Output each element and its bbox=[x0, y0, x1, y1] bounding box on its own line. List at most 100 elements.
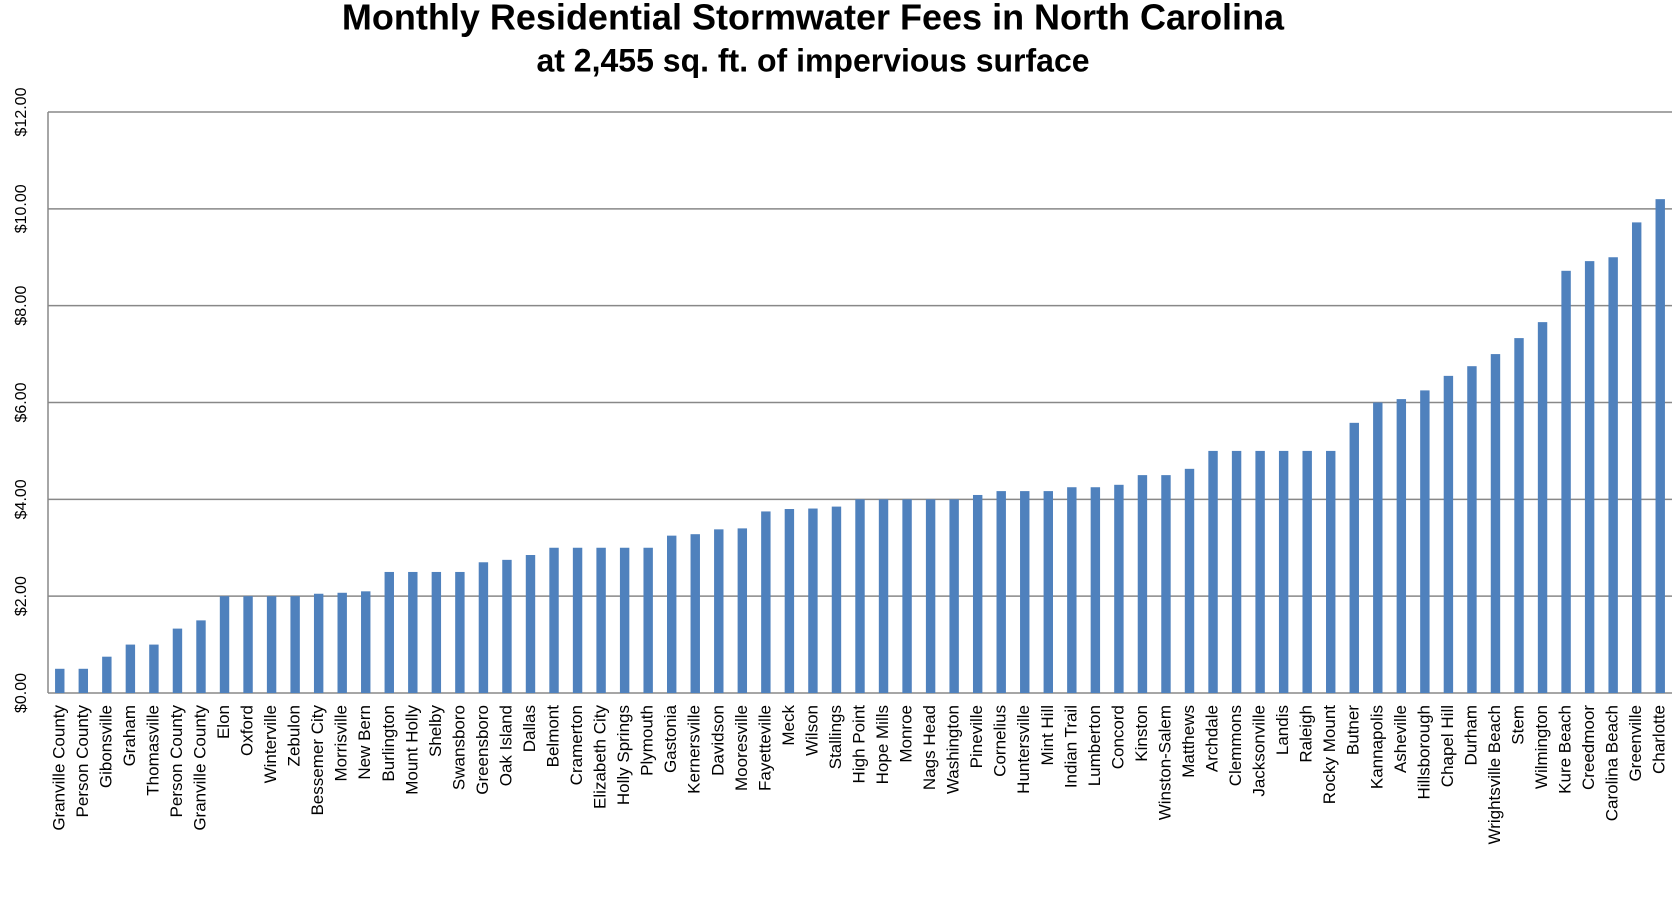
bar bbox=[1584, 261, 1595, 693]
bar bbox=[102, 656, 112, 693]
x-tick-label: Durham bbox=[1461, 705, 1480, 765]
x-tick-label: Zebulon bbox=[285, 705, 304, 766]
x-tick-label: Cornelius bbox=[991, 705, 1010, 777]
x-tick-label: Swansboro bbox=[449, 705, 468, 790]
x-tick-label: Raleigh bbox=[1297, 705, 1316, 763]
x-tick-label: Oxford bbox=[238, 705, 257, 756]
bar bbox=[949, 499, 959, 693]
bar bbox=[808, 508, 818, 693]
x-tick-label: Kure Beach bbox=[1556, 705, 1575, 794]
bar bbox=[572, 547, 583, 693]
bar bbox=[313, 593, 324, 693]
bar bbox=[690, 534, 700, 693]
x-tick-label: Winston-Salem bbox=[1155, 705, 1174, 820]
x-tick-label: Jacksonville bbox=[1250, 705, 1269, 797]
x-tick-label: Greensboro bbox=[473, 705, 492, 795]
bar bbox=[525, 555, 536, 693]
x-tick-label: Creedmoor bbox=[1579, 705, 1598, 790]
bar bbox=[1255, 450, 1265, 693]
x-tick-label: Monroe bbox=[897, 705, 916, 763]
bar bbox=[1043, 491, 1053, 693]
y-tick-label: $12.00 bbox=[13, 87, 30, 136]
bar bbox=[290, 596, 300, 693]
bar bbox=[1326, 450, 1336, 693]
x-tick-label: Mooresville bbox=[732, 705, 751, 791]
bar bbox=[196, 620, 206, 693]
bar bbox=[1420, 390, 1430, 693]
bar bbox=[1302, 450, 1312, 693]
bar bbox=[1514, 338, 1524, 693]
x-tick-label: Concord bbox=[1108, 705, 1127, 769]
x-tick-label: Landis bbox=[1273, 705, 1292, 755]
x-tick-label: Dallas bbox=[520, 705, 539, 752]
bar bbox=[1090, 487, 1101, 693]
bar bbox=[149, 644, 159, 693]
x-tick-label: Kernersville bbox=[685, 705, 704, 794]
x-tick-label: Mount Holly bbox=[402, 705, 421, 795]
x-tick-label: Bessemer City bbox=[308, 705, 327, 816]
x-tick-label: Thomasville bbox=[143, 705, 162, 796]
x-tick-label: Carolina Beach bbox=[1603, 705, 1622, 821]
bar bbox=[384, 571, 394, 693]
x-tick-label: Butner bbox=[1344, 705, 1363, 755]
x-tick-label: Cramerton bbox=[567, 705, 586, 785]
bar bbox=[1537, 322, 1548, 693]
y-tick-label: $0.00 bbox=[13, 673, 30, 713]
bar bbox=[925, 499, 936, 693]
x-tick-label: Belmont bbox=[544, 705, 563, 768]
bar bbox=[1184, 468, 1195, 693]
bar bbox=[667, 535, 677, 693]
bar bbox=[1231, 450, 1242, 693]
bar bbox=[902, 499, 912, 693]
x-tick-label: Person County bbox=[167, 705, 186, 818]
chart-subtitle: at 2,455 sq. ft. of impervious surface bbox=[536, 42, 1089, 78]
x-tick-label: New Bern bbox=[355, 705, 374, 780]
bar bbox=[1020, 491, 1030, 693]
x-tick-label: Elizabeth City bbox=[591, 705, 610, 809]
bar bbox=[1067, 487, 1077, 693]
y-tick-label: $6.00 bbox=[13, 382, 30, 422]
x-tick-label: Shelby bbox=[426, 705, 445, 757]
x-tick-label: Holly Springs bbox=[614, 705, 633, 805]
bar bbox=[643, 547, 653, 693]
bar bbox=[1161, 475, 1171, 693]
x-tick-label: Clemmons bbox=[1226, 705, 1245, 786]
bar bbox=[1373, 402, 1383, 693]
x-tick-label: Wilmington bbox=[1532, 705, 1551, 789]
x-tick-label: Burlington bbox=[379, 705, 398, 782]
x-tick-label: Hillsborough bbox=[1414, 705, 1433, 800]
x-tick-label: Nags Head bbox=[920, 705, 939, 790]
bar bbox=[1114, 484, 1124, 693]
y-tick-label: $10.00 bbox=[13, 184, 30, 233]
bar bbox=[996, 491, 1006, 693]
bar bbox=[1608, 257, 1618, 693]
bar bbox=[78, 668, 89, 693]
bar bbox=[337, 592, 347, 693]
bar bbox=[266, 596, 277, 693]
x-tick-label: Davidson bbox=[708, 705, 727, 776]
bar bbox=[1349, 422, 1359, 693]
x-tick-label: Plymouth bbox=[638, 705, 657, 776]
y-tick-label: $2.00 bbox=[13, 576, 30, 616]
x-tick-label: Elon bbox=[214, 705, 233, 739]
x-tick-label: Lumberton bbox=[1085, 705, 1104, 786]
bar bbox=[855, 499, 865, 693]
x-tick-label: Huntersville bbox=[1014, 705, 1033, 794]
x-tick-label: Winterville bbox=[261, 705, 280, 783]
bar bbox=[1655, 199, 1665, 693]
bar bbox=[784, 509, 795, 693]
bar bbox=[1278, 450, 1289, 693]
bar bbox=[878, 499, 889, 693]
x-tick-label: High Point bbox=[849, 705, 868, 784]
bar bbox=[1208, 450, 1218, 693]
bar bbox=[502, 559, 512, 693]
x-tick-label: Rocky Mount bbox=[1320, 705, 1339, 804]
x-tick-label: Chapel Hill bbox=[1438, 705, 1457, 787]
x-tick-label: Indian Trail bbox=[1061, 705, 1080, 788]
x-tick-label: Wrightsville Beach bbox=[1485, 705, 1504, 845]
bar bbox=[761, 511, 771, 693]
x-tick-label: Fayetteville bbox=[755, 705, 774, 791]
bar bbox=[431, 571, 442, 693]
x-tick-label: Oak Island bbox=[496, 705, 515, 786]
